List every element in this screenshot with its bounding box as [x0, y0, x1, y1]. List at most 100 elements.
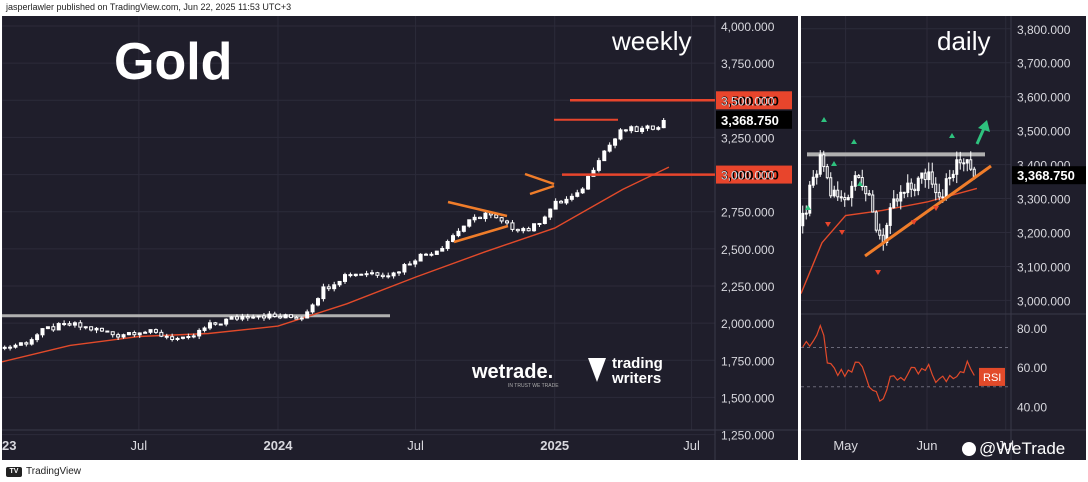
up-marker-icon [831, 161, 837, 166]
candle-body [629, 126, 634, 132]
candle-body [483, 212, 488, 220]
daily-chart-panel[interactable]: 80.00 60.00 40.00 RSI 3,800.000 3,700.000 3,6… [800, 16, 1087, 460]
candle-body [505, 220, 510, 224]
candle-body [640, 127, 645, 133]
candle-body [934, 183, 938, 194]
rsi-line [802, 323, 975, 403]
candle-body [45, 326, 50, 330]
candle-body [251, 316, 256, 319]
candle-body [175, 337, 180, 340]
y-tick-label: 3,300.000 [1017, 193, 1071, 207]
x-tick-label: Jun [917, 438, 938, 453]
candle-body [305, 311, 310, 319]
candle-body [467, 219, 472, 227]
y-tick-label: 3,500.000 [721, 94, 775, 108]
trading-writers-logo: trading writers [588, 355, 663, 387]
moving-average-line [800, 187, 978, 294]
candle-body [867, 193, 871, 196]
candle-body [245, 316, 250, 319]
candle-body [40, 328, 45, 336]
candle-body [110, 331, 115, 336]
down-marker-icon [825, 222, 831, 227]
candle-body [836, 189, 840, 198]
wetrade-logo-text: wetrade. [471, 361, 553, 383]
down-marker-icon [933, 206, 939, 211]
candle-body [596, 160, 601, 171]
price-level-tag [716, 91, 792, 110]
candle-body [397, 271, 402, 274]
y-tick-label: 3,600.000 [1017, 91, 1071, 105]
candle-body [51, 326, 56, 331]
candle-body [105, 330, 110, 333]
rsi-pane: 80.00 60.00 40.00 RSI [801, 322, 1047, 414]
y-tick-label: 4,000.000 [721, 20, 775, 34]
candle-body [348, 274, 353, 277]
x-tick-label: Jul [683, 438, 700, 453]
x-tick-label: Jul [407, 438, 424, 453]
candle-body [234, 316, 239, 320]
candle-body [78, 322, 83, 328]
weekly-time-axis: 2023 Jul 2024 Jul 2025 Jul [0, 438, 700, 453]
y-tick-label: 3,250.000 [721, 131, 775, 145]
daily-chart[interactable]: 80.00 60.00 40.00 RSI 3,800.000 3,700.000 3,6… [800, 16, 1087, 460]
candle-body [913, 188, 917, 192]
candle-body [240, 316, 245, 320]
candle-body [218, 323, 223, 326]
facebook-icon [962, 442, 976, 456]
current-price-tag [1012, 166, 1087, 185]
candle-body [186, 336, 191, 339]
candle-body [148, 329, 153, 333]
current-price-label: 3,368.750 [1017, 168, 1075, 183]
candle-body [370, 272, 375, 275]
candle-body [315, 298, 320, 306]
candle-body [542, 216, 547, 224]
candle-body [337, 280, 342, 286]
candle-body [299, 317, 304, 320]
weekly-moving-average [1, 166, 670, 363]
candle-body [197, 329, 202, 337]
y-tick-label: 2,500.000 [721, 243, 775, 257]
weekly-price-levels: 3,368.750 3,500.000 3,000.000 [554, 91, 792, 184]
candle-body [656, 127, 661, 130]
candle-body [853, 175, 857, 187]
weekly-candles [2, 118, 666, 351]
candle-body [229, 316, 234, 320]
daily-timeframe-label: daily [937, 26, 990, 56]
x-tick-label: May [833, 438, 858, 453]
rsi-label: RSI [983, 372, 1001, 384]
candle-body [424, 253, 429, 256]
candle-body [137, 332, 142, 336]
triangle2-upper-line [524, 172, 555, 186]
candle-body [224, 318, 229, 325]
candle-body [864, 186, 868, 195]
candle-body [955, 159, 959, 175]
weekly-timeframe-label: weekly [611, 26, 691, 56]
price-level-label: 3,000.000 [721, 168, 779, 183]
candle-body [839, 196, 843, 199]
x-tick-label: 2025 [540, 438, 569, 453]
candle-body [857, 175, 861, 179]
daily-swing-markers [805, 117, 955, 275]
candle-body [815, 173, 819, 178]
candle-body [267, 313, 272, 319]
candle-body [321, 286, 326, 300]
weekly-chart-panel[interactable]: 3,368.750 3,500.000 3,000.000 4,000.000 3,7… [0, 16, 798, 460]
up-marker-icon [805, 205, 811, 210]
candle-body [126, 332, 131, 336]
candle-body [440, 247, 445, 252]
wetrade-logo: wetrade. IN TRUST WE TRADE [471, 361, 559, 389]
rsi-label-tag [979, 367, 1005, 386]
candle-body [899, 191, 903, 202]
candle-body [548, 208, 553, 218]
weekly-chart[interactable]: 3,368.750 3,500.000 3,000.000 4,000.000 3,7… [0, 16, 798, 460]
candle-body [256, 315, 261, 318]
candle-body [941, 196, 945, 199]
breakout-arrow [975, 120, 990, 145]
candle-body [930, 171, 934, 185]
candle-body [283, 314, 288, 319]
weekly-price-axis: 4,000.000 3,750.000 3,500.000 3,250.000 3,00… [721, 20, 775, 443]
weekly-triangle-patterns [447, 172, 555, 244]
candle-body [294, 316, 299, 320]
candle-body [261, 315, 266, 319]
candle-body [965, 159, 969, 164]
